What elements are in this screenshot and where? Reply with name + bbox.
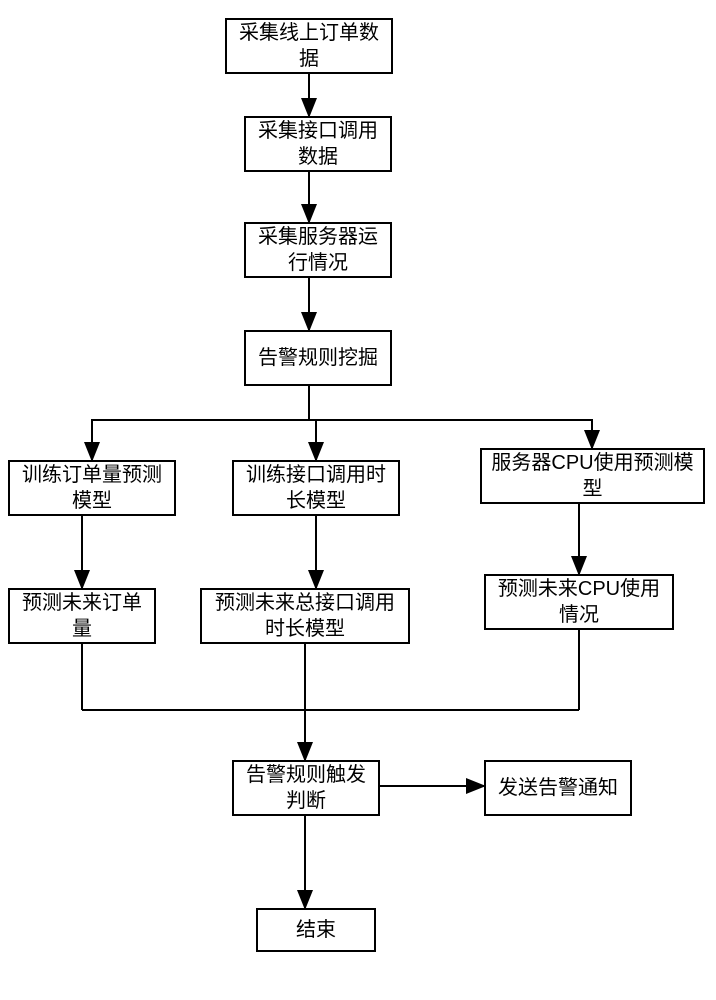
- node-label: 发送告警通知: [498, 775, 618, 801]
- edge-split-n5: [92, 420, 309, 460]
- flowchart-node-n2: 采集接口调用数据: [244, 116, 392, 172]
- node-label: 告警规则触发判断: [240, 762, 372, 814]
- flowchart-node-n1: 采集线上订单数据: [225, 18, 393, 74]
- node-label: 预测未来总接口调用时长模型: [208, 590, 402, 642]
- node-label: 结束: [296, 917, 336, 943]
- edge-split-n7: [309, 420, 592, 448]
- flowchart-node-n10: 预测未来CPU使用情况: [484, 574, 674, 630]
- node-label: 训练订单量预测模型: [16, 462, 168, 514]
- node-label: 采集接口调用数据: [252, 118, 384, 170]
- node-label: 服务器CPU使用预测模型: [488, 450, 697, 502]
- edge-split-n6: [309, 420, 316, 460]
- node-label: 预测未来CPU使用情况: [492, 576, 666, 628]
- node-label: 训练接口调用时长模型: [240, 462, 392, 514]
- flowchart-node-n8: 预测未来订单量: [8, 588, 156, 644]
- flowchart-node-n13: 结束: [256, 908, 376, 952]
- flowchart-node-n11: 告警规则触发判断: [232, 760, 380, 816]
- flowchart-node-n5: 训练订单量预测模型: [8, 460, 176, 516]
- flowchart-node-n12: 发送告警通知: [484, 760, 632, 816]
- flowchart-node-n3: 采集服务器运行情况: [244, 222, 392, 278]
- flowchart-node-n6: 训练接口调用时长模型: [232, 460, 400, 516]
- node-label: 采集线上订单数据: [233, 20, 385, 72]
- node-label: 预测未来订单量: [16, 590, 148, 642]
- node-label: 告警规则挖掘: [258, 345, 378, 371]
- node-label: 采集服务器运行情况: [252, 224, 384, 276]
- flowchart-node-n9: 预测未来总接口调用时长模型: [200, 588, 410, 644]
- flowchart-node-n7: 服务器CPU使用预测模型: [480, 448, 705, 504]
- flowchart-node-n4: 告警规则挖掘: [244, 330, 392, 386]
